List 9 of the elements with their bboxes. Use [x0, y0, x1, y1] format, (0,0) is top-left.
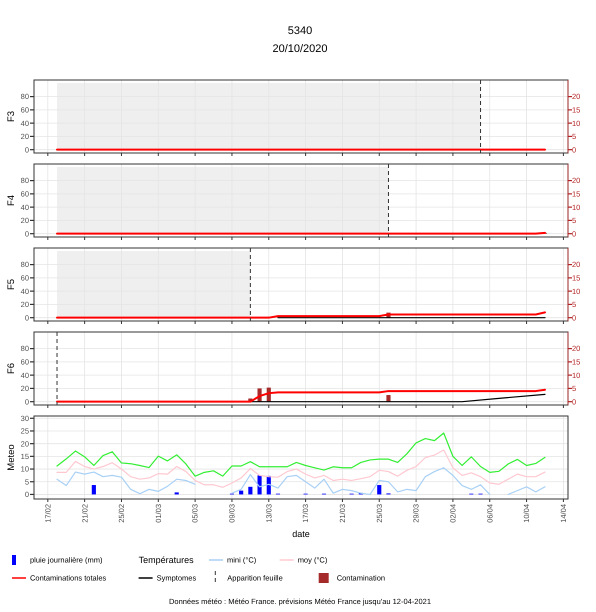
- y-axis-title: F5: [6, 278, 17, 290]
- y-axis-title: Meteo: [6, 444, 17, 471]
- legend-title: Températures: [138, 555, 194, 566]
- chart-title: 5340: [288, 25, 312, 37]
- y-axis-title: F3: [6, 110, 17, 122]
- x-axis-title: date: [292, 529, 310, 539]
- y-axis-title: F4: [6, 194, 17, 206]
- y-axis-title: F6: [6, 362, 17, 374]
- chart-subtitle: 20/10/2020: [272, 43, 328, 55]
